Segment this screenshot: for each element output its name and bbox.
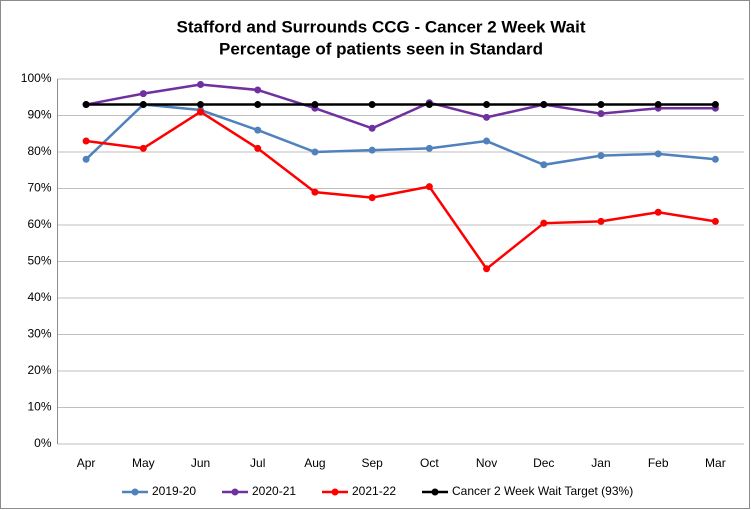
- series-marker: [597, 101, 605, 109]
- y-tick-label: 80%: [27, 144, 51, 158]
- y-tick-label: 30%: [27, 327, 51, 341]
- legend-marker: [131, 488, 139, 496]
- series-marker: [254, 86, 262, 94]
- series-marker: [368, 101, 376, 109]
- chart-title: Stafford and Surrounds CCG - Cancer 2 We…: [176, 17, 585, 36]
- series-marker: [654, 101, 662, 109]
- series-marker: [139, 101, 147, 109]
- series-marker: [368, 146, 376, 154]
- series-marker: [711, 101, 719, 109]
- legend-marker: [331, 488, 339, 496]
- y-tick-label: 0%: [34, 436, 52, 450]
- series-marker: [540, 161, 548, 169]
- y-tick-label: 60%: [27, 217, 51, 231]
- series-marker: [425, 144, 433, 152]
- series-marker: [483, 101, 491, 109]
- chart-subtitle: Percentage of patients seen in Standard: [219, 39, 543, 58]
- x-tick-label: Sep: [361, 456, 383, 470]
- series-marker: [483, 137, 491, 145]
- legend-marker: [231, 488, 239, 496]
- series-marker: [540, 101, 548, 109]
- series-marker: [311, 148, 319, 156]
- y-tick-label: 90%: [27, 108, 51, 122]
- series-marker: [82, 101, 90, 109]
- series-marker: [597, 152, 605, 160]
- x-tick-label: Feb: [648, 456, 669, 470]
- x-tick-label: Jan: [591, 456, 610, 470]
- series-marker: [82, 137, 90, 145]
- series-marker: [711, 217, 719, 225]
- series-marker: [597, 110, 605, 118]
- series-marker: [254, 101, 262, 109]
- series-marker: [425, 101, 433, 109]
- series-marker: [425, 183, 433, 191]
- x-tick-label: Apr: [77, 456, 96, 470]
- x-tick-label: Jul: [250, 456, 265, 470]
- series-marker: [82, 155, 90, 163]
- y-tick-label: 100%: [21, 71, 52, 85]
- legend-label: Cancer 2 Week Wait Target (93%): [452, 484, 633, 498]
- x-tick-label: Jun: [191, 456, 210, 470]
- y-tick-label: 70%: [27, 181, 51, 195]
- series-marker: [139, 144, 147, 152]
- series-marker: [197, 101, 205, 109]
- y-tick-label: 10%: [27, 400, 51, 414]
- series-marker: [311, 188, 319, 196]
- series-marker: [197, 80, 205, 88]
- legend-marker: [431, 488, 439, 496]
- series-marker: [540, 219, 548, 227]
- series-marker: [368, 124, 376, 132]
- x-tick-label: Aug: [304, 456, 325, 470]
- x-tick-label: Mar: [705, 456, 726, 470]
- series-marker: [311, 101, 319, 109]
- series-marker: [197, 108, 205, 116]
- series-marker: [483, 113, 491, 121]
- series-marker: [597, 217, 605, 225]
- series-marker: [654, 150, 662, 158]
- y-tick-label: 40%: [27, 290, 51, 304]
- y-tick-label: 20%: [27, 363, 51, 377]
- series-line: [85, 83, 716, 130]
- x-tick-label: Dec: [533, 456, 554, 470]
- series-marker: [654, 208, 662, 216]
- x-tick-label: Nov: [476, 456, 497, 470]
- series-line: [85, 110, 716, 271]
- y-tick-label: 50%: [27, 254, 51, 268]
- legend-label: 2021-22: [352, 484, 396, 498]
- legend-label: 2019-20: [152, 484, 196, 498]
- series-marker: [254, 126, 262, 134]
- legend-label: 2020-21: [252, 484, 296, 498]
- series-marker: [711, 155, 719, 163]
- series-marker: [368, 194, 376, 202]
- series-marker: [483, 265, 491, 273]
- x-tick-label: Oct: [420, 456, 439, 470]
- series-marker: [254, 144, 262, 152]
- series-line: [85, 103, 716, 167]
- series-marker: [139, 90, 147, 98]
- x-tick-label: May: [132, 456, 155, 470]
